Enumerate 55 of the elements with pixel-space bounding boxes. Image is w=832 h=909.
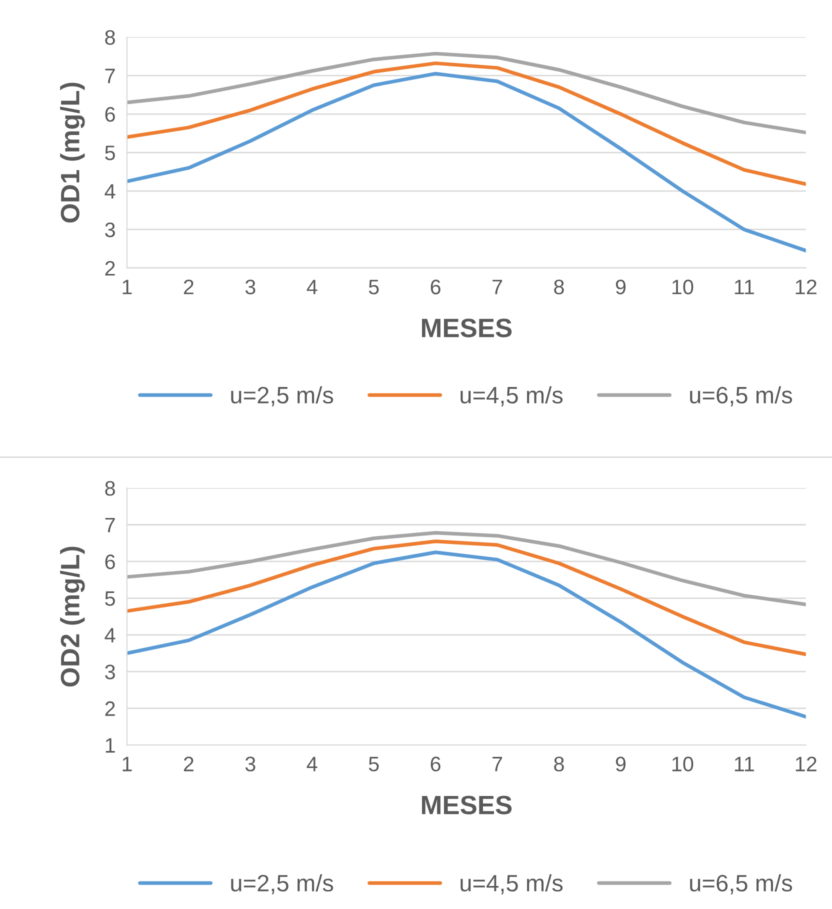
line-series xyxy=(126,61,806,186)
x-tick-label: 5 xyxy=(368,756,379,772)
legend-label: u=4,5 m/s xyxy=(460,874,563,894)
x-tick-label: 7 xyxy=(492,756,502,772)
y-tick-label: 6 xyxy=(105,554,115,570)
legend-label: u=4,5 m/s xyxy=(460,386,563,406)
y-tick-label: 4 xyxy=(104,184,116,199)
line-series xyxy=(126,52,806,134)
y-tick-label: 8 xyxy=(105,481,115,496)
legend-label: u=2,5 m/s xyxy=(231,874,334,894)
y-tick-label: 2 xyxy=(105,701,115,716)
x-tick-label: 6 xyxy=(430,280,440,294)
line-series xyxy=(126,550,806,719)
y-tick-label: 5 xyxy=(105,591,115,606)
line-series xyxy=(126,531,806,606)
x-tick-label: 10 xyxy=(672,280,694,294)
legend-label: u=6,5 m/s xyxy=(690,386,792,406)
y-tick-label: 4 xyxy=(104,628,116,642)
x-tick-label: 8 xyxy=(554,280,564,294)
x-tick-label: 9 xyxy=(616,756,626,772)
y-tick-label: 3 xyxy=(105,222,115,238)
y-tick-label: 1 xyxy=(106,738,115,753)
y-tick-label: 3 xyxy=(105,664,115,680)
x-tick-label: 6 xyxy=(430,756,440,772)
y-tick-label: 2 xyxy=(105,260,115,276)
x-tick-label: 3 xyxy=(245,280,256,294)
y-tick-label: 7 xyxy=(105,68,115,84)
x-tick-label: 12 xyxy=(796,756,816,772)
x-tick-label: 2 xyxy=(184,280,194,294)
y-tick-label: 6 xyxy=(105,107,115,122)
x-tick-label: 4 xyxy=(306,756,318,772)
x-tick-label: 10 xyxy=(672,756,694,772)
x-tick-label: 1 xyxy=(122,280,132,294)
x-tick-label: 9 xyxy=(616,280,626,294)
x-axis-title: MESES xyxy=(422,318,512,338)
x-tick-label: 8 xyxy=(554,756,564,772)
y-axis-title: OD1 (mg/L) xyxy=(60,82,85,223)
y-tick-label: 5 xyxy=(105,146,115,160)
x-tick-label: 2 xyxy=(184,756,194,772)
x-tick-label: 7 xyxy=(492,280,502,294)
y-tick-label: 8 xyxy=(105,30,115,45)
x-tick-label: 1 xyxy=(122,756,132,772)
x-tick-label: 5 xyxy=(368,280,379,294)
y-axis-title: OD2 (mg/L) xyxy=(60,546,85,687)
line-series xyxy=(126,72,806,252)
x-tick-label: 11 xyxy=(734,280,754,294)
x-tick-label: 4 xyxy=(306,280,318,294)
x-tick-label: 11 xyxy=(734,756,754,772)
line-series xyxy=(126,539,806,656)
legend-label: u=2,5 m/s xyxy=(231,386,334,406)
x-tick-label: 12 xyxy=(796,280,816,294)
x-axis-title: MESES xyxy=(422,796,512,814)
x-tick-label: 3 xyxy=(245,756,256,772)
legend-label: u=6,5 m/s xyxy=(690,874,792,894)
y-tick-label: 7 xyxy=(105,518,115,532)
